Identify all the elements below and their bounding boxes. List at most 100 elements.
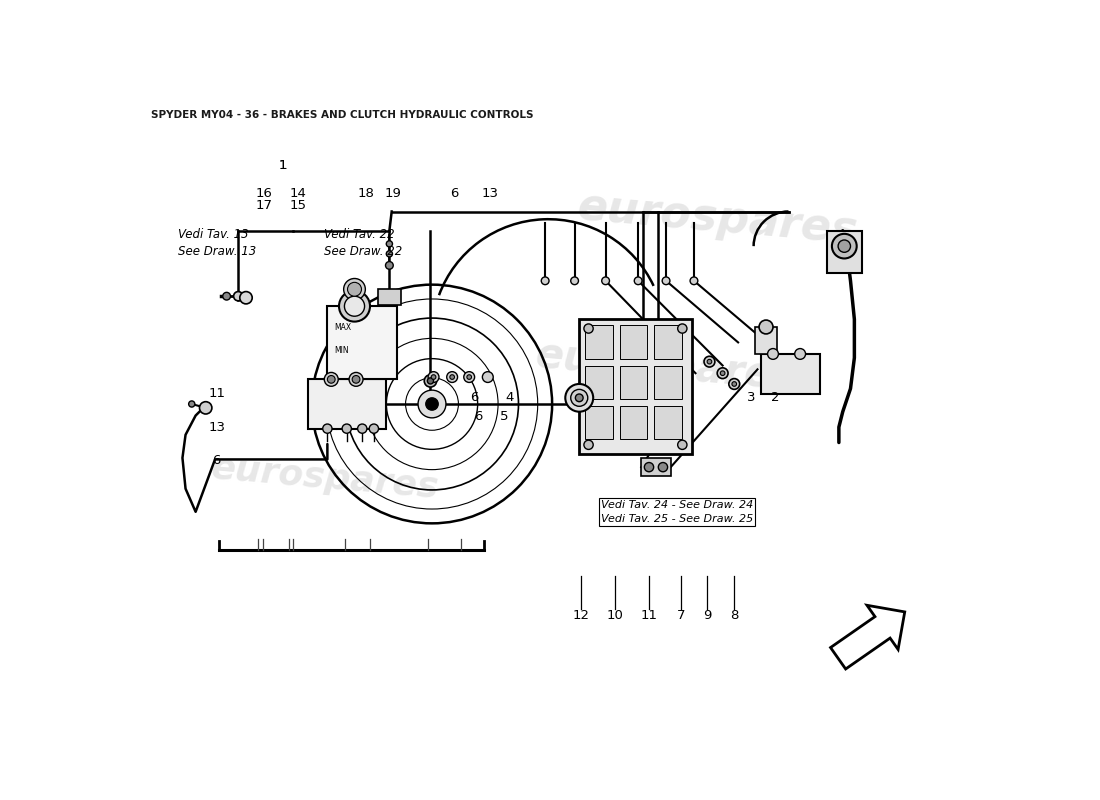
Circle shape (418, 390, 446, 418)
Circle shape (678, 324, 688, 333)
Text: 13: 13 (481, 187, 498, 200)
Circle shape (386, 250, 393, 257)
Text: 11: 11 (208, 387, 226, 400)
Text: 16: 16 (255, 187, 272, 200)
Circle shape (832, 234, 857, 258)
Bar (756, 327, 777, 354)
Bar (580, 319, 692, 454)
Circle shape (483, 372, 493, 382)
Bar (641, 458, 671, 476)
Circle shape (584, 440, 593, 450)
Text: 17: 17 (255, 198, 272, 211)
Circle shape (370, 424, 378, 434)
Text: Vedi Tav. 13
See Draw. 13: Vedi Tav. 13 See Draw. 13 (178, 229, 256, 258)
Bar (585, 406, 614, 439)
Text: 10: 10 (606, 609, 624, 622)
Text: eurospares: eurospares (534, 334, 799, 399)
Circle shape (322, 424, 332, 434)
Bar (349, 290, 360, 306)
Circle shape (645, 462, 653, 472)
Circle shape (324, 373, 338, 386)
Circle shape (678, 440, 688, 450)
Circle shape (189, 401, 195, 407)
Text: 12: 12 (572, 609, 590, 622)
Circle shape (427, 378, 433, 384)
Circle shape (426, 398, 438, 410)
Circle shape (343, 278, 365, 300)
Bar (619, 406, 648, 439)
Text: 18: 18 (358, 187, 374, 200)
Circle shape (464, 372, 474, 382)
Circle shape (386, 241, 393, 247)
Text: 1: 1 (278, 159, 287, 172)
Text: 1: 1 (278, 159, 287, 172)
Circle shape (222, 292, 231, 300)
Circle shape (358, 424, 367, 434)
Circle shape (794, 349, 805, 359)
Bar (377, 289, 402, 306)
Circle shape (428, 372, 439, 382)
Circle shape (447, 372, 458, 382)
Text: 6: 6 (470, 391, 478, 404)
Text: 19: 19 (385, 187, 402, 200)
Circle shape (199, 402, 212, 414)
Bar (619, 326, 648, 359)
Circle shape (759, 320, 773, 334)
Circle shape (658, 462, 668, 472)
Circle shape (707, 359, 712, 364)
Circle shape (466, 374, 472, 379)
Circle shape (352, 375, 360, 383)
Circle shape (635, 277, 642, 285)
Circle shape (720, 371, 725, 375)
Text: Vedi Tav. 22
See Draw. 22: Vedi Tav. 22 See Draw. 22 (323, 229, 402, 258)
Circle shape (838, 240, 850, 252)
Circle shape (541, 277, 549, 285)
Circle shape (385, 262, 394, 270)
Bar (827, 230, 862, 273)
Circle shape (342, 424, 351, 434)
Bar (653, 406, 682, 439)
Circle shape (348, 282, 362, 296)
Circle shape (768, 349, 779, 359)
Text: 7: 7 (678, 609, 685, 622)
Text: Vedi Tav. 24 - See Draw. 24
Vedi Tav. 25 - See Draw. 25: Vedi Tav. 24 - See Draw. 24 Vedi Tav. 25… (601, 500, 754, 524)
Text: MAX: MAX (334, 323, 352, 332)
Circle shape (450, 374, 454, 379)
Circle shape (349, 373, 363, 386)
Circle shape (729, 378, 739, 390)
Bar (653, 326, 682, 359)
Circle shape (717, 368, 728, 378)
Circle shape (328, 375, 336, 383)
Text: 6: 6 (450, 187, 459, 200)
Circle shape (704, 356, 715, 367)
Circle shape (344, 296, 364, 316)
Text: 8: 8 (730, 609, 738, 622)
Circle shape (240, 291, 252, 304)
Text: 6: 6 (212, 454, 221, 467)
Bar (585, 326, 614, 359)
Circle shape (662, 277, 670, 285)
Bar (761, 354, 820, 394)
Text: eurospares: eurospares (575, 186, 859, 253)
Circle shape (575, 394, 583, 402)
Text: 2: 2 (771, 391, 780, 404)
Text: eurospares: eurospares (210, 451, 440, 505)
Circle shape (571, 390, 587, 406)
Circle shape (565, 384, 593, 412)
Circle shape (431, 374, 436, 379)
Circle shape (425, 374, 437, 387)
Text: 9: 9 (703, 609, 712, 622)
Text: 11: 11 (640, 609, 658, 622)
Circle shape (584, 324, 593, 333)
Circle shape (233, 291, 243, 301)
Bar (619, 366, 648, 399)
Circle shape (571, 277, 579, 285)
Bar (653, 366, 682, 399)
Bar (585, 366, 614, 399)
Text: 3: 3 (747, 391, 756, 404)
Circle shape (732, 382, 737, 386)
Polygon shape (830, 606, 904, 669)
Text: 5: 5 (499, 410, 508, 423)
Text: MIN: MIN (334, 346, 349, 355)
Text: 4: 4 (506, 391, 514, 404)
